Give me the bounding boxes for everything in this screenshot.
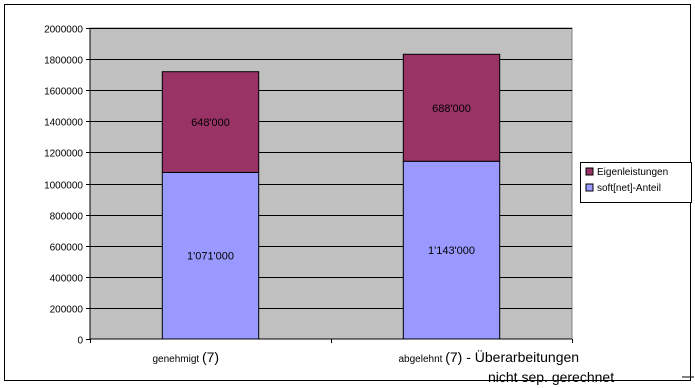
data-label: 1'071'000	[187, 251, 234, 263]
y-tick-label: 1600000	[44, 87, 83, 98]
y-tick-label: 1800000	[44, 56, 83, 67]
category-note: (7)	[202, 349, 219, 365]
note-continuation: nicht sep. gerechnet	[488, 369, 614, 385]
category-labels: genehmigt (7) abgelehnt (7) - Überarbeitu…	[153, 348, 580, 365]
y-tick-label: 1000000	[44, 181, 83, 192]
category-note: (7) - Überarbeitungen	[445, 348, 579, 365]
bar-labels: 1'071'000 648'000 1'143'000 688'000	[187, 103, 475, 263]
legend-label-eigenleistungen: Eigenleistungen	[597, 167, 668, 178]
category-label: abgelehnt (7) - Überarbeitungen	[399, 348, 580, 365]
legend-box	[580, 162, 692, 203]
y-tick-label: 2000000	[44, 25, 83, 36]
data-label: 688'000	[432, 103, 471, 115]
legend-swatch-eigenleistungen	[585, 167, 594, 176]
data-label: 1'143'000	[428, 245, 475, 257]
data-label: 648'000	[191, 117, 230, 129]
y-tick-label: 200000	[50, 305, 84, 316]
bar-segment-eigenleistungen	[402, 53, 501, 162]
legend: Eigenleistungen soft[net]-Anteil	[580, 162, 692, 203]
y-tick-label: 1400000	[44, 118, 83, 129]
bar-segment-eigenleistungen	[161, 71, 260, 173]
y-ticks: 0 200000 400000 600000 800000 1000000 1200000 1…	[44, 25, 90, 347]
y-tick-label: 600000	[50, 243, 84, 254]
category-label: genehmigt (7)	[153, 349, 220, 365]
category-name: genehmigt	[153, 354, 202, 365]
y-tick-label: 400000	[50, 274, 84, 285]
bar-segment-softnet	[402, 160, 501, 340]
y-tick-label: 0	[77, 336, 83, 347]
legend-label-softnet: soft[net]-Anteil	[597, 183, 661, 194]
x-ticks	[90, 339, 573, 343]
category-name: abgelehnt	[399, 354, 446, 365]
y-tick-label: 800000	[50, 212, 84, 223]
legend-swatch-softnet	[585, 183, 594, 192]
y-tick-label: 1200000	[44, 149, 83, 160]
